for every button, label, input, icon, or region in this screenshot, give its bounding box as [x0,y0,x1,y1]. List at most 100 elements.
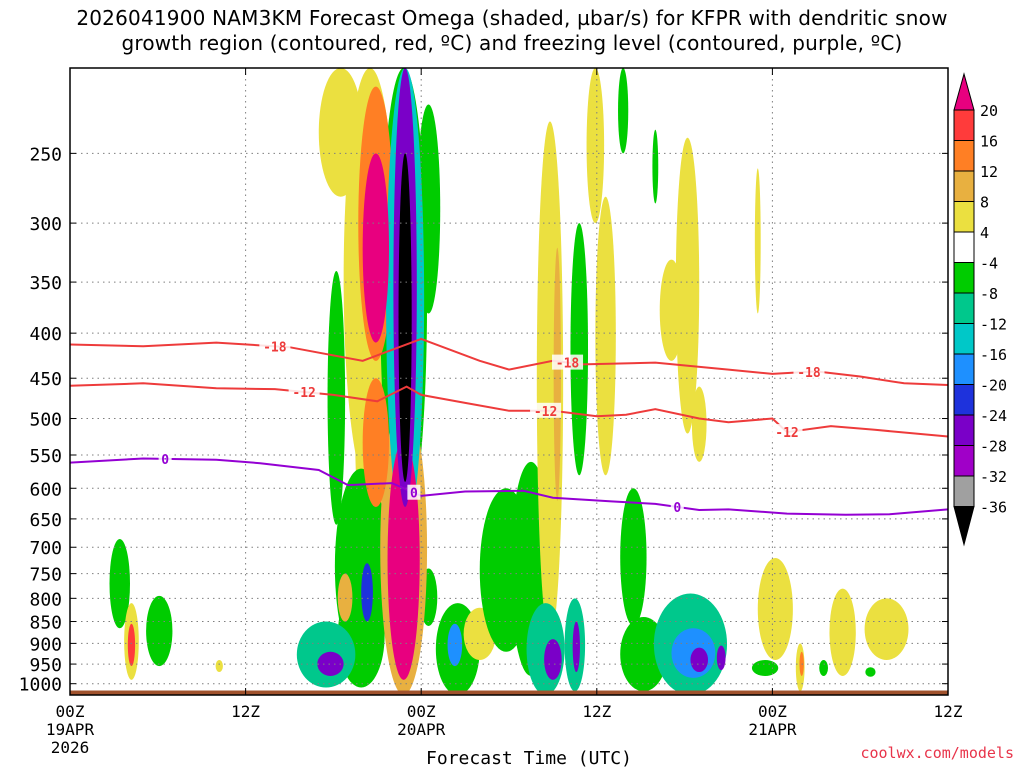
colorbar-swatch [953,140,975,172]
contour-label-bg [158,450,172,466]
colorbar-swatch [953,323,975,355]
contour-label-bg [259,338,291,354]
omega-region-sinking [146,595,173,667]
y-tick-label: 500 [29,410,62,431]
omega-region-rising [691,386,707,462]
omega-region-rising [754,168,761,314]
y-tick-label: 600 [29,479,62,500]
colorbar-swatch [953,170,975,202]
omega-region-rising [675,137,700,434]
omega-region-sinking [751,660,779,676]
y-tick-label: 800 [29,589,62,610]
colorbar-swatch [953,292,975,324]
omega-region-sinking [620,488,647,626]
contour-label-bg [288,383,320,399]
omega-region-sinking [109,538,130,629]
colorbar-top-arrow [953,72,975,111]
omega-region-rising [318,68,363,197]
contour-label-freezing-level: 0 [410,487,418,502]
website-credit[interactable]: coolwx.com/models [860,744,1014,762]
colorbar-swatch [953,231,975,263]
colorbar-tick-label: -20 [980,377,1007,395]
x-axis-title: Forecast Time (UTC) [426,748,632,768]
colorbar-tick-label: -28 [980,438,1007,456]
contour-label-temp-minus-18: -18 [797,366,821,381]
contour-label-temp-minus-18: -18 [556,357,580,372]
contour-label-bg [530,402,562,418]
colorbar-tick-label: -4 [980,255,998,273]
omega-region-rising [586,68,605,224]
colorbar-tick-label: -24 [980,407,1007,425]
omega-region-rising [362,153,390,343]
omega-region-sinking [398,153,412,482]
omega-region-sinking [544,639,562,680]
omega-region-rising [595,196,616,476]
contour-line-freezing-level [69,457,949,516]
x-tick-label: 12Z [582,702,611,721]
contour-label-bg [793,363,825,379]
y-tick-label: 250 [29,144,62,165]
omega-region-rising [337,573,353,622]
x-tick-label: 00Z [407,702,436,721]
contour-label-bg [552,354,584,370]
x-tick-label: 12Z [231,702,260,721]
omega-region-sinking [716,645,726,671]
x-tick-sublabel: 20APR [397,720,446,739]
terrain-ground [70,690,948,695]
colorbar-swatch [953,475,975,507]
omega-region-rising [215,660,223,673]
colorbar-tick-label: 4 [980,224,989,242]
x-tick-sublabel: 21APR [748,720,797,739]
y-tick-label: 450 [29,369,62,390]
omega-region-sinking [317,651,344,676]
chart-title-line-2: growth region (contoured, red, ºC) and f… [121,31,903,55]
omega-region-sinking [690,647,709,673]
colorbar-bottom-arrow [953,506,975,547]
colorbar-tick-label: -8 [980,285,998,303]
x-tick-label: 12Z [934,702,963,721]
omega-region-rising [362,378,390,507]
omega-region-rising [553,247,561,501]
omega-region-rising [387,440,420,680]
contour-label-bg [771,424,803,440]
colorbar-tick-label: 16 [980,133,998,151]
y-tick-label: 850 [29,613,62,634]
contour-label-temp-minus-12: -12 [775,426,798,441]
contour-label-temp-minus-18: -18 [263,340,287,355]
colorbar: 20 16 12 8 4 -4 -8 -12 -16 -20 -24 -28 -32 -36 [953,72,1007,547]
y-axis-ticks: 2503003504004505005506006507007508008509… [19,144,948,696]
grid-lines [70,68,948,695]
contour-label-temp-minus-12: -12 [534,405,557,420]
colorbar-swatch [953,109,975,141]
y-tick-label: 350 [29,273,62,294]
plot-frame [69,67,949,696]
contour-label-freezing-level: 0 [161,453,169,468]
colorbar-tick-label: -32 [980,468,1007,486]
x-tick-sublabel: 2026 [51,738,90,757]
omega-region-sinking [865,667,876,677]
omega-region-sinking [618,68,629,154]
colorbar-swatch [953,384,975,416]
omega-region-rising [864,598,909,661]
omega-region-rising [829,588,856,676]
colorbar-swatch [953,445,975,477]
colorbar-tick-label: -36 [980,499,1007,517]
omega-region-sinking [652,129,659,204]
omega-region-sinking [361,563,373,622]
colorbar-swatch [953,414,975,446]
y-tick-label: 950 [29,655,62,676]
omega-region-sinking [327,270,346,525]
chart-title-line-1: 2026041900 NAM3KM Forecast Omega (shaded… [76,6,948,30]
colorbar-swatch [953,201,975,233]
x-tick-label: 00Z [56,702,85,721]
omega-shading [109,68,909,695]
x-tick-sublabel: 19APR [46,720,95,739]
y-tick-label: 650 [29,510,62,531]
omega-region-sinking [447,623,463,667]
contour-label-freezing-level: 0 [673,501,681,516]
y-tick-label: 550 [29,446,62,467]
colorbar-tick-label: -16 [980,346,1007,364]
